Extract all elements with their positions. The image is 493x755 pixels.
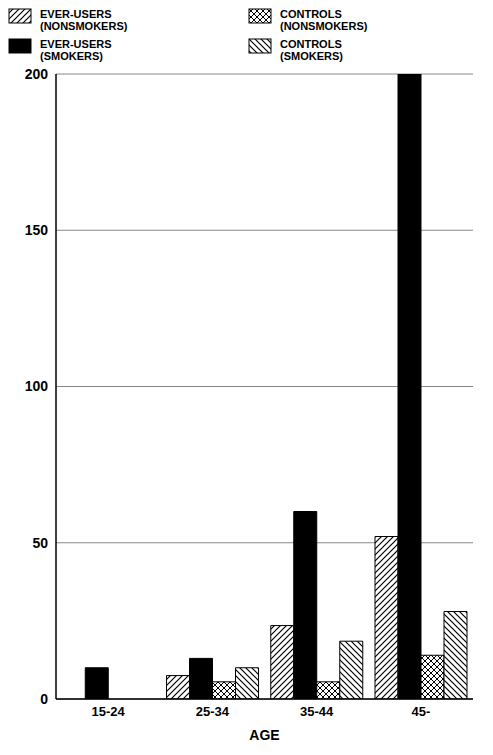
html-text:EVER-USERS (NONSMOKERS): EVER-USERS (NONSMOKERS) — [40, 8, 128, 32]
svg-text:45-: 45- — [411, 704, 430, 719]
html-text:CONTROLS (NONSMOKERS): CONTROLS (NONSMOKERS) — [280, 8, 368, 32]
html-text:CONTROLS (SMOKERS): CONTROLS (SMOKERS) — [280, 38, 343, 62]
svg-text:200: 200 — [25, 66, 49, 82]
svg-text:150: 150 — [25, 222, 49, 238]
svg-text:15-24: 15-24 — [92, 704, 126, 719]
svg-text:AGE: AGE — [249, 727, 279, 743]
svg-text:0: 0 — [40, 691, 48, 707]
html-text:EVER-USERS (SMOKERS): EVER-USERS (SMOKERS) — [40, 38, 112, 62]
svg-text:100: 100 — [25, 378, 49, 394]
svg-text:35-44: 35-44 — [300, 704, 334, 719]
svg-text:50: 50 — [32, 535, 48, 551]
svg-text:25-34: 25-34 — [196, 704, 230, 719]
